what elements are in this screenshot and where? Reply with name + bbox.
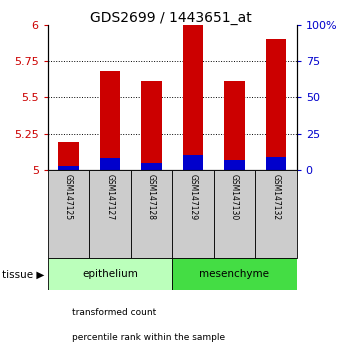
Bar — [58, 142, 79, 170]
Bar — [100, 71, 120, 170]
Text: mesenchyme: mesenchyme — [199, 269, 269, 279]
Bar — [172, 258, 297, 290]
Text: percentile rank within the sample: percentile rank within the sample — [72, 333, 225, 342]
Bar — [172, 170, 214, 258]
Bar — [100, 158, 120, 170]
Bar — [266, 157, 286, 170]
Text: GSM147129: GSM147129 — [189, 174, 197, 221]
Bar — [141, 162, 162, 170]
Bar — [48, 170, 89, 258]
Bar — [182, 155, 203, 170]
Bar — [224, 81, 245, 170]
Text: tissue ▶: tissue ▶ — [2, 269, 44, 279]
Bar — [182, 25, 203, 170]
Bar — [141, 81, 162, 170]
Bar — [266, 39, 286, 170]
Bar — [214, 170, 255, 258]
Bar — [48, 258, 172, 290]
Text: GSM147132: GSM147132 — [271, 174, 280, 221]
Text: GSM147127: GSM147127 — [105, 174, 115, 221]
Text: GSM147128: GSM147128 — [147, 174, 156, 220]
Bar — [255, 170, 297, 258]
Text: GSM147125: GSM147125 — [64, 174, 73, 221]
Text: epithelium: epithelium — [82, 269, 138, 279]
Bar — [131, 170, 172, 258]
Text: GSM147130: GSM147130 — [230, 174, 239, 221]
Bar — [58, 166, 79, 170]
Bar — [224, 160, 245, 170]
Text: transformed count: transformed count — [72, 308, 156, 317]
Bar — [89, 170, 131, 258]
Text: GDS2699 / 1443651_at: GDS2699 / 1443651_at — [90, 11, 251, 25]
